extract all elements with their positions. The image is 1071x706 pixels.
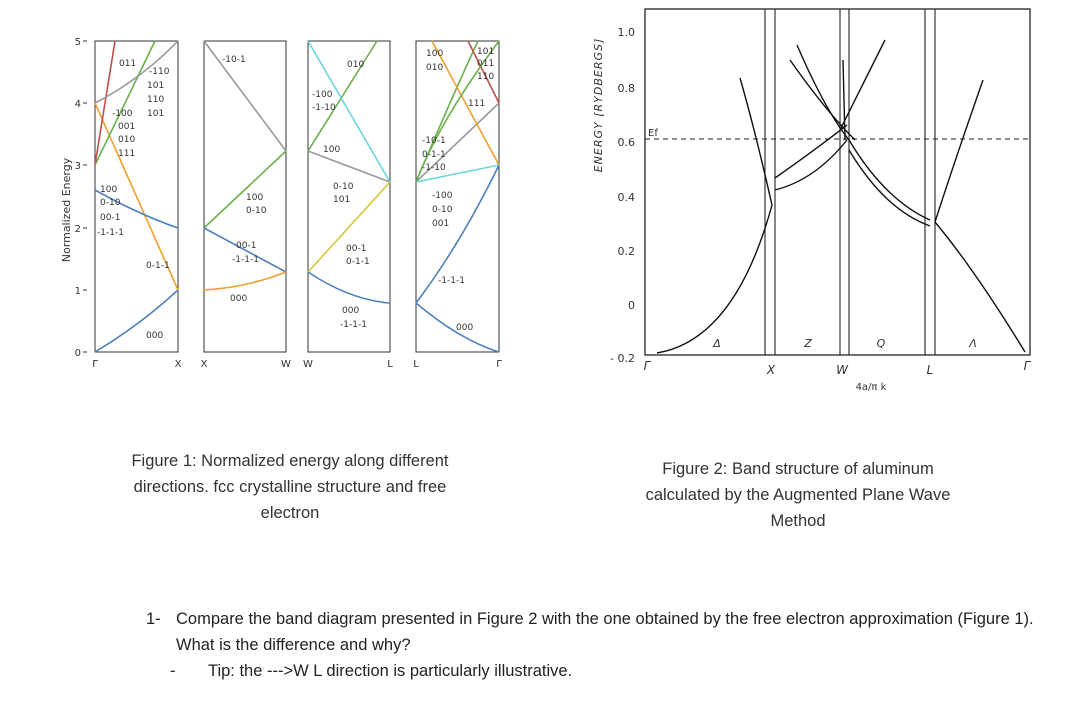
band-label: 110 bbox=[147, 95, 164, 105]
ytick: 1.0 bbox=[618, 26, 636, 39]
figure1-caption: Figure 1: Normalized energy along differ… bbox=[131, 452, 449, 522]
band-label: 100 bbox=[100, 185, 117, 195]
band-label: 101 bbox=[333, 195, 350, 205]
xtick: Γ bbox=[1024, 359, 1032, 373]
direction-label: Δ bbox=[712, 337, 721, 350]
band-label: -10-1 bbox=[422, 136, 446, 146]
tip-dash: - bbox=[170, 662, 176, 680]
panel-x-w: -10-1 100 0-10 00-1 -1-1-1 000 bbox=[203, 40, 287, 353]
band-label: -100 bbox=[312, 90, 333, 100]
band-label: 0-1-1 bbox=[346, 257, 370, 267]
band-label: 011 bbox=[119, 59, 136, 69]
band-label: 000 bbox=[230, 294, 247, 304]
xtick: Γ bbox=[644, 359, 652, 373]
figure2-caption: Figure 2: Band structure of aluminum cal… bbox=[645, 460, 951, 530]
tip-text: Tip: the --->W L direction is particular… bbox=[208, 662, 573, 680]
panel-gamma-x: 011 -110 101 110 -100 101 001 010 111 10… bbox=[94, 40, 179, 353]
band-label: 0-10 bbox=[432, 205, 453, 215]
band-label: 110 bbox=[477, 72, 494, 82]
xtick: L bbox=[387, 359, 393, 370]
band-label: 00-1 bbox=[236, 241, 256, 251]
question-text: Compare the band diagram presented in Fi… bbox=[176, 610, 1034, 654]
band-label: -1-1-1 bbox=[438, 276, 465, 286]
k-axis-label: 4a/π k bbox=[856, 382, 887, 393]
band-label: -1-1-1 bbox=[232, 255, 259, 265]
figure2-ylabel: ENERGY [RYDBERGS] bbox=[592, 38, 605, 173]
figure2-yticks: 1.0 0.8 0.6 0.4 0.2 0 - 0.2 bbox=[610, 26, 635, 365]
band-label: 111 bbox=[468, 99, 485, 109]
xtick: X bbox=[175, 359, 182, 370]
band-label: 0-10 bbox=[333, 182, 354, 192]
band-label: 0-10 bbox=[246, 206, 267, 216]
xtick: W bbox=[303, 359, 313, 370]
ytick: 3 bbox=[75, 161, 81, 172]
direction-label: Λ bbox=[968, 337, 977, 350]
fermi-label: Ef bbox=[648, 128, 658, 139]
band-label: 100 bbox=[323, 145, 340, 155]
xtick: W bbox=[836, 363, 849, 377]
panel-l-gamma: 100 010 101 011 110 111 -10-1 0-1-1 -1-1… bbox=[415, 40, 500, 353]
direction-label: Z bbox=[803, 337, 812, 350]
band-label: -1-1-1 bbox=[340, 320, 367, 330]
band-label: 010 bbox=[426, 63, 443, 73]
ytick: 2 bbox=[75, 224, 81, 235]
band-label: 101 bbox=[147, 109, 164, 119]
xtick: W bbox=[281, 359, 291, 370]
band-label: 0-10 bbox=[100, 198, 121, 208]
band-label: 000 bbox=[456, 323, 473, 333]
band-label: 010 bbox=[347, 60, 364, 70]
band-label: 101 bbox=[147, 81, 164, 91]
ytick: - 0.2 bbox=[610, 352, 635, 365]
band-label: 001 bbox=[118, 122, 135, 132]
band-label: 010 bbox=[118, 135, 135, 145]
band-label: -1-1-1 bbox=[97, 228, 124, 238]
band-label: 00-1 bbox=[346, 244, 366, 254]
band-label: 0-1-1 bbox=[422, 150, 446, 160]
band-label: 000 bbox=[342, 306, 359, 316]
ytick: 0.6 bbox=[618, 136, 636, 149]
ytick: 0.4 bbox=[618, 191, 636, 204]
band-label: 100 bbox=[426, 49, 443, 59]
band-label: -1-10 bbox=[422, 163, 446, 173]
xtick: L bbox=[413, 359, 419, 370]
xtick: X bbox=[201, 359, 208, 370]
figure1-yticks: 0 1 2 3 4 5 bbox=[75, 37, 81, 359]
band-label: -10-1 bbox=[222, 55, 246, 65]
band-label: 001 bbox=[432, 219, 449, 229]
band-label: -1-10 bbox=[312, 103, 336, 113]
band-label: 00-1 bbox=[100, 213, 120, 223]
band-label: 0-1-1 bbox=[146, 261, 170, 271]
figure2-direction-labels: Δ Z Q Λ bbox=[712, 337, 977, 350]
band-label: 111 bbox=[118, 149, 135, 159]
ytick: 0.8 bbox=[618, 82, 636, 95]
panel-w-l: 010 -100 -1-10 100 0-10 101 00-1 0-1-1 0… bbox=[307, 40, 391, 353]
figure1-plot: Normalized Energy 0 1 2 3 4 5 011 bbox=[60, 37, 502, 370]
ytick: 0 bbox=[75, 348, 81, 359]
band-label: -100 bbox=[112, 109, 133, 119]
band-label: 011 bbox=[477, 59, 494, 69]
band-label: 101 bbox=[477, 47, 494, 57]
ytick: 4 bbox=[75, 99, 81, 110]
ytick: 0.2 bbox=[618, 245, 636, 258]
band-label: 100 bbox=[246, 193, 263, 203]
band-label: 000 bbox=[146, 331, 163, 341]
xtick: Γ bbox=[92, 359, 98, 370]
xtick: X bbox=[766, 363, 776, 377]
band-label: -100 bbox=[432, 191, 453, 201]
ytick: 1 bbox=[75, 286, 81, 297]
ytick: 5 bbox=[75, 37, 81, 48]
xtick: L bbox=[927, 363, 934, 377]
figure1-xticks: Γ X X W W L L Γ bbox=[92, 359, 502, 370]
figure1-ylabel: Normalized Energy bbox=[60, 157, 73, 262]
question-number: 1- bbox=[146, 610, 161, 628]
direction-label: Q bbox=[877, 337, 886, 350]
xtick: Γ bbox=[496, 359, 502, 370]
band-label: -110 bbox=[149, 67, 170, 77]
figure2-xticks: Γ X W L Γ bbox=[644, 359, 1032, 377]
figure2-plot: ENERGY [RYDBERGS] 1.0 0.8 0.6 0.4 0.2 0 … bbox=[592, 8, 1032, 393]
ytick: 0 bbox=[628, 299, 635, 312]
